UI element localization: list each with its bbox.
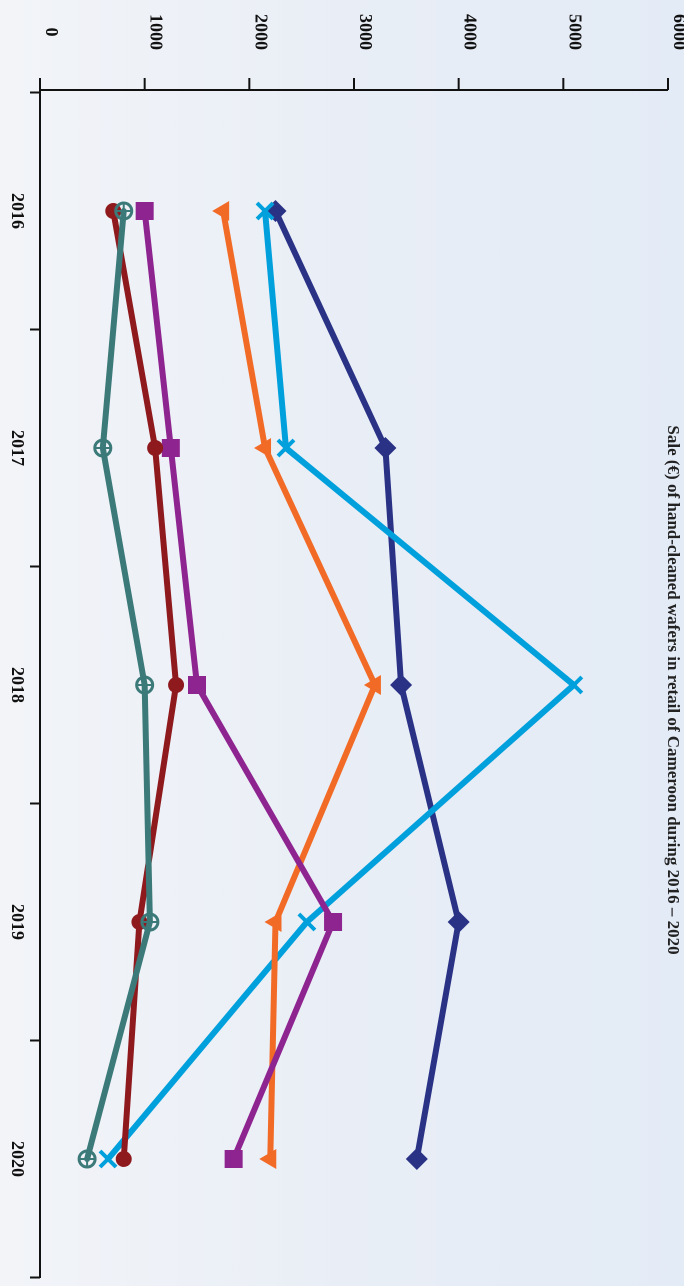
data-point [259, 1149, 277, 1169]
series-5 [77, 201, 160, 1169]
data-point [147, 440, 164, 456]
series-line [220, 208, 378, 1162]
data-point [564, 675, 584, 695]
y-tick-label: 6000 [670, 14, 684, 50]
x-tick-label: 2016 [8, 193, 28, 229]
data-point [363, 675, 381, 695]
data-point [136, 677, 153, 693]
data-point [94, 440, 111, 456]
y-tick-label: 5000 [565, 14, 585, 50]
series-4 [105, 203, 185, 1167]
chart-series [77, 200, 584, 1170]
data-point [405, 1148, 428, 1170]
y-tick-label: 2000 [251, 14, 271, 50]
data-point [447, 911, 470, 933]
x-tick-label: 2020 [8, 1141, 28, 1177]
y-tick-label: 1000 [147, 14, 167, 50]
data-point [212, 201, 230, 221]
data-point [324, 913, 343, 931]
data-point [374, 437, 397, 459]
series-3 [135, 202, 343, 1168]
data-point [79, 1151, 96, 1167]
series-1 [98, 201, 584, 1169]
data-point [115, 1151, 132, 1167]
data-point [98, 1149, 118, 1169]
y-tick-label: 0 [42, 28, 62, 37]
data-point [297, 912, 317, 932]
data-point [264, 912, 282, 932]
x-tick-label: 2019 [8, 904, 28, 940]
x-tick-label: 2018 [8, 667, 28, 703]
data-point [254, 438, 272, 458]
data-point [276, 438, 296, 458]
data-point [255, 201, 275, 221]
chart-ticks: 0 1000 2000 3000 4000 5000 6000 2016 2017 2018 201… [8, 14, 684, 1279]
chart-title: Sale (€) of hand-cleaned wafers in retai… [664, 425, 683, 954]
data-point [141, 914, 158, 930]
series-2 [212, 201, 381, 1169]
x-tick-label: 2017 [8, 430, 28, 466]
data-point [390, 674, 413, 696]
data-point [224, 1150, 243, 1168]
data-point [168, 677, 185, 693]
y-tick-label: 4000 [461, 14, 481, 50]
data-point [135, 202, 154, 220]
y-tick-label: 3000 [356, 14, 376, 50]
data-point [115, 203, 132, 219]
data-point [161, 439, 180, 457]
data-point [188, 676, 206, 694]
